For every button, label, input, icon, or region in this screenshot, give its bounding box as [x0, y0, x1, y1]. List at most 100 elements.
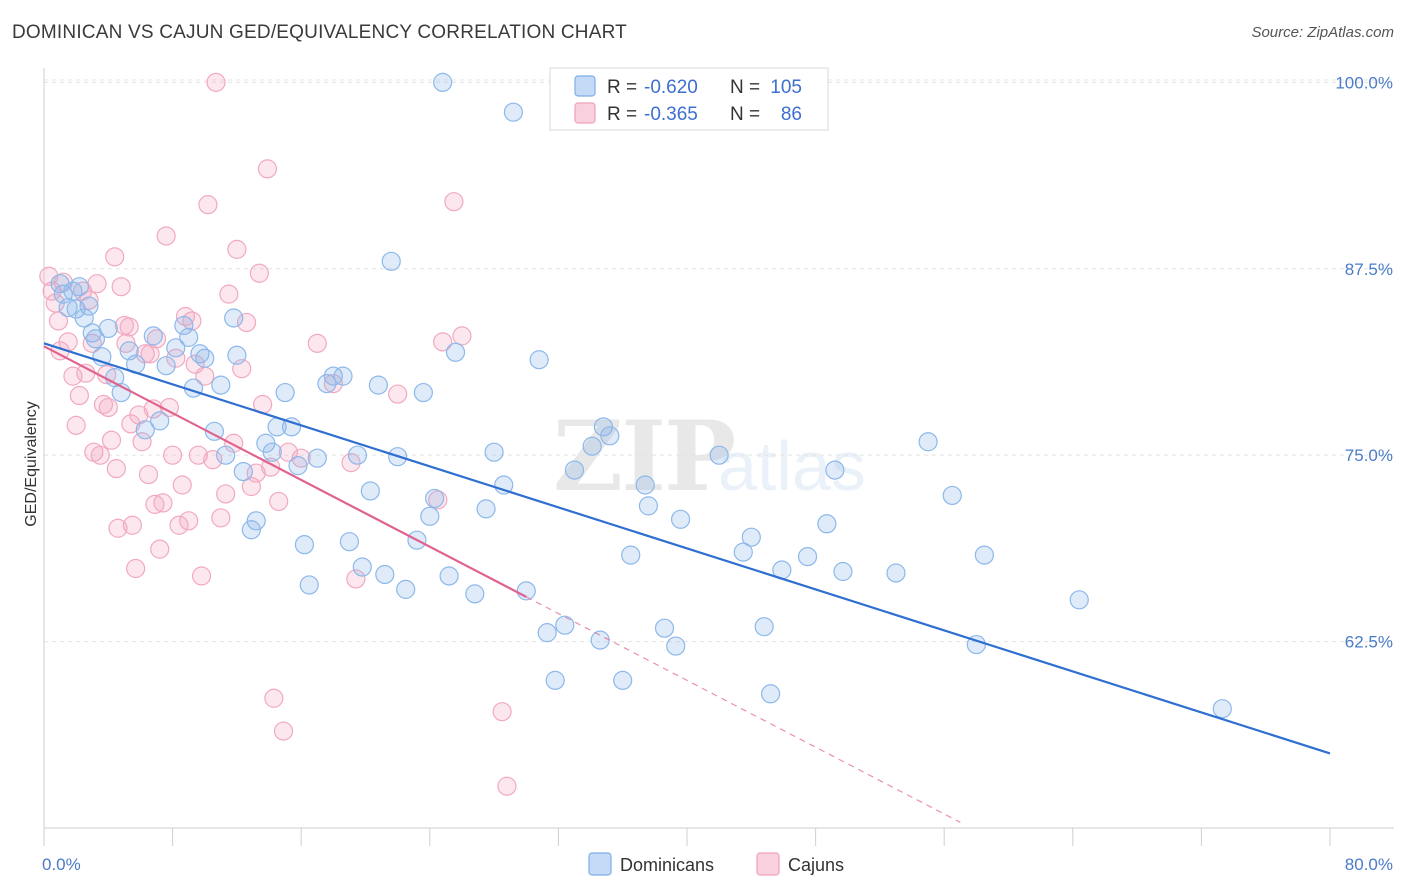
dominicans-point-59	[433, 72, 453, 92]
dominicans-point-16	[135, 420, 155, 440]
legend-n-value-cajuns: 86	[781, 104, 802, 125]
cajuns-point-46	[172, 475, 192, 495]
dominicans-point-8	[82, 323, 102, 343]
dominicans-point-80	[638, 496, 659, 516]
dominicans-point-44	[323, 366, 343, 386]
cajuns-point-68	[257, 159, 278, 179]
cajuns-point-0	[39, 266, 59, 286]
dominicans-point-72	[564, 460, 585, 480]
y-tick-label-3: 100.0%	[1335, 73, 1393, 92]
cajuns-point-32	[132, 432, 152, 452]
dominicans-point-47	[347, 445, 368, 465]
cajuns-point-59	[219, 284, 239, 304]
legend-n-label-dominicans: N =	[730, 77, 760, 98]
dominicans-point-50	[368, 375, 388, 395]
dominicans-point-17	[143, 326, 163, 346]
cajuns-point-82	[444, 192, 464, 212]
dominicans-point-92	[825, 460, 845, 480]
dominicans-point-20	[166, 338, 186, 358]
cajuns-point-51	[188, 445, 208, 465]
dominicans-point-11	[98, 318, 118, 339]
dominicans-point-70	[545, 670, 565, 690]
cajuns-point-58	[216, 484, 236, 504]
cajuns-point-21	[105, 247, 125, 267]
cajuns-point-38	[146, 329, 167, 349]
dominicans-point-62	[465, 584, 485, 604]
dominicans-point-93	[833, 561, 853, 582]
cajuns-point-22	[106, 459, 126, 479]
y-tick-label-1: 75.0%	[1345, 446, 1393, 465]
dominicans-point-77	[613, 670, 633, 690]
cajuns-point-66	[249, 263, 270, 283]
cajuns-point-24	[111, 277, 131, 297]
cajuns-point-76	[323, 374, 343, 394]
cajuns-point-85	[497, 776, 517, 796]
dominicans-point-87	[754, 617, 774, 637]
cajuns-point-79	[388, 384, 408, 404]
cajuns-point-61	[227, 239, 247, 259]
cajuns-point-83	[452, 326, 472, 346]
dominicans-point-56	[413, 382, 433, 403]
cajuns-point-81	[433, 332, 453, 352]
dominicans-point-82	[666, 636, 686, 656]
watermark: ZIP atlas	[553, 400, 866, 513]
dominicans-point-5	[69, 277, 89, 297]
x-tick-label-1: 80.0%	[1345, 855, 1393, 874]
dominicans-point-63	[476, 499, 496, 519]
dominicans-point-61	[445, 342, 466, 362]
dominicans-point-69	[537, 623, 557, 643]
dominicans-point-100	[1212, 699, 1232, 719]
cajuns-point-41	[156, 226, 176, 246]
y-tick-label-2: 87.5%	[1345, 260, 1393, 279]
cajuns-point-78	[346, 569, 366, 589]
cajuns-point-37	[145, 494, 165, 514]
dominicans-point-74	[590, 630, 610, 650]
dominicans-point-95	[918, 432, 938, 452]
dominicans-point-76	[600, 426, 620, 446]
dominicans-point-88	[760, 684, 781, 704]
dominicans-point-9	[85, 329, 106, 349]
dominicans-point-35	[262, 442, 282, 462]
dominicans-point-96	[942, 485, 962, 506]
dominicans-point-85	[733, 542, 753, 562]
bottom-legend-swatch-cajuns	[756, 852, 780, 876]
bottom-legend: Dominicans Cajuns	[588, 852, 844, 876]
dominicans-point-33	[246, 511, 266, 531]
cajuns-point-23	[108, 518, 128, 538]
dominicans-point-99	[1069, 590, 1089, 610]
cajuns-point-33	[135, 344, 155, 364]
cajuns-point-3	[48, 311, 69, 331]
cajuns-point-39	[150, 539, 170, 559]
cajuns-point-45	[169, 515, 189, 535]
legend-n-label-cajuns: N =	[730, 104, 760, 125]
cajuns-point-63	[236, 312, 257, 333]
dominicans-point-64	[484, 442, 504, 462]
cajuns-point-8	[66, 415, 86, 435]
dominicans-point-71	[555, 615, 575, 635]
dominicans-point-73	[582, 436, 602, 456]
legend-swatch-cajuns	[574, 102, 596, 124]
dominicans-point-29	[224, 308, 244, 328]
dominicans-point-41	[299, 575, 319, 595]
cajuns-point-15	[87, 274, 107, 294]
dominicans-point-25	[195, 348, 215, 368]
cajuns-point-29	[122, 515, 143, 535]
cajuns-point-77	[341, 453, 361, 473]
page-title: DOMINICAN VS CAJUN GED/EQUIVALENCY CORRE…	[12, 22, 627, 43]
cajuns-point-34	[138, 464, 159, 485]
dominicans-point-84	[709, 445, 729, 465]
legend-r-value-dominicans: -0.620	[644, 77, 698, 98]
cajuns-point-30	[126, 558, 146, 579]
dominicans-point-78	[621, 545, 641, 565]
y-tick-label-0: 62.5%	[1345, 633, 1393, 652]
dominicans-point-7	[79, 296, 99, 316]
cajuns-point-48	[179, 511, 199, 531]
dominicans-point-42	[307, 448, 327, 468]
dominicans-trend-line	[43, 342, 1331, 755]
dominicans-point-81	[654, 618, 675, 638]
cajuns-point-40	[153, 493, 173, 513]
dominicans-point-32	[241, 520, 261, 540]
legend-box: R = -0.620 N = 105 R = -0.365 N = 86	[549, 67, 829, 131]
dominicans-point-40	[294, 535, 315, 555]
